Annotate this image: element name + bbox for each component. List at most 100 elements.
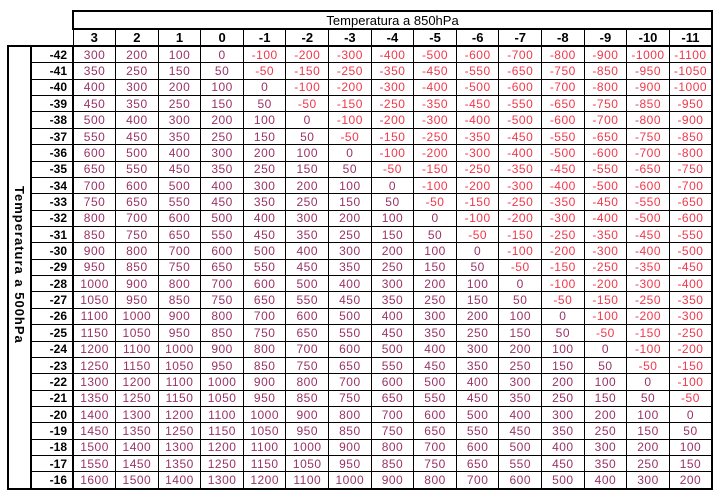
value-cell: 850	[157, 291, 202, 309]
table-row--27: -27 1050 950 850 750 650 550 450 350 250 150 50 -50-…	[8, 291, 714, 309]
value-cell: 150	[668, 455, 714, 473]
value-cell: 0	[200, 45, 244, 64]
value-cell: 150	[285, 160, 330, 178]
value-cell: -450	[668, 258, 714, 277]
value-cell: -850	[583, 62, 628, 80]
value-cell: 1000	[157, 340, 202, 358]
value-cell: -250	[370, 95, 415, 113]
value-cell: 1250	[157, 422, 202, 440]
value-cell: -50	[285, 95, 330, 113]
value-cell: 350	[455, 356, 500, 375]
value-cell: 300	[72, 45, 117, 64]
value-cell: 100	[413, 242, 457, 260]
value-cell: 450	[413, 356, 457, 375]
value-cell: -400	[413, 78, 457, 97]
value-cell: 250	[370, 258, 415, 277]
value-cell: 300	[541, 405, 585, 424]
value-cell: 450	[157, 160, 202, 178]
value-cell: 1050	[157, 356, 202, 375]
value-cell: 50	[200, 62, 244, 80]
value-cell: 800	[328, 405, 372, 424]
value-cell: 100	[498, 307, 543, 326]
value-cell: -600	[668, 209, 714, 228]
value-cell: 700	[285, 340, 330, 358]
value-cell: -300	[541, 209, 585, 228]
value-cell: 500	[413, 373, 457, 391]
value-cell: -300	[498, 176, 543, 195]
value-cell: 600	[455, 438, 500, 457]
value-cell: -700	[668, 176, 714, 195]
value-cell: 200	[285, 176, 330, 195]
value-cell: 0	[583, 340, 628, 358]
column-header--1: -1	[242, 28, 287, 47]
value-cell: -300	[583, 242, 628, 260]
value-cell: 850	[242, 356, 287, 375]
value-cell: -300	[455, 144, 500, 162]
value-cell: 1100	[242, 438, 287, 457]
value-cell: 0	[455, 242, 500, 260]
value-cell: 600	[157, 209, 202, 228]
value-cell: 1200	[72, 340, 117, 358]
row-header--33: -33	[30, 193, 74, 211]
value-cell: 650	[200, 258, 244, 277]
table-row--42: Temperatura a 500hPa -42 300 200 100 0 -100 -20…	[7, 45, 714, 490]
value-cell: -1000	[626, 45, 670, 64]
row-header--41: -41	[30, 62, 74, 80]
value-cell: 1350	[157, 455, 202, 473]
column-header--9: -9	[583, 28, 628, 47]
value-cell: 800	[200, 307, 244, 326]
value-cell: -450	[583, 193, 628, 211]
value-cell: 350	[157, 127, 202, 146]
value-cell: 200	[413, 275, 457, 293]
column-header-1: 1	[157, 28, 202, 47]
value-cell: 900	[200, 340, 244, 358]
value-cell: 1250	[115, 389, 159, 407]
value-cell: 900	[328, 438, 372, 457]
value-cell: 750	[285, 356, 330, 375]
value-cell: 350	[413, 324, 457, 342]
value-cell: 400	[157, 144, 202, 162]
value-cell: 500	[242, 242, 287, 260]
value-cell: -750	[583, 95, 628, 113]
value-cell: -250	[328, 62, 372, 80]
value-cell: -900	[583, 45, 628, 64]
value-cell: 600	[498, 471, 543, 491]
value-cell: -750	[668, 160, 714, 178]
row-header--20: -20	[30, 405, 74, 424]
value-cell: 200	[668, 471, 714, 491]
value-cell: 650	[242, 291, 287, 309]
corner-spacer	[8, 29, 73, 46]
table-row--24: -24 1200 1100 1000 900 800 700 600 500 400 300 200 1…	[8, 340, 714, 358]
value-cell: 200	[328, 209, 372, 228]
column-header--3: -3	[328, 28, 372, 47]
value-cell: 100	[455, 275, 500, 293]
value-cell: 750	[200, 291, 244, 309]
value-cell: 750	[242, 324, 287, 342]
value-cell: 1050	[200, 389, 244, 407]
value-cell: -50	[455, 225, 500, 244]
row-header--30: -30	[30, 242, 74, 260]
value-cell: 1050	[242, 422, 287, 440]
value-cell: -400	[541, 176, 585, 195]
value-cell: 750	[157, 258, 202, 277]
value-cell: 900	[370, 471, 415, 491]
value-cell: -50	[541, 291, 585, 309]
value-cell: -1000	[668, 78, 714, 97]
value-cell: 50	[583, 356, 628, 375]
value-cell: 650	[157, 225, 202, 244]
value-cell: 50	[370, 193, 415, 211]
value-cell: 400	[200, 176, 244, 195]
value-cell: 500	[370, 340, 415, 358]
value-cell: 500	[328, 307, 372, 326]
value-cell: -800	[626, 111, 670, 129]
value-cell: 900	[72, 242, 117, 260]
value-cell: -500	[668, 242, 714, 260]
value-cell: -200	[455, 176, 500, 195]
value-cell: 400	[413, 340, 457, 358]
value-cell: 0	[328, 144, 372, 162]
value-cell: 550	[72, 127, 117, 146]
value-cell: 300	[455, 340, 500, 358]
value-cell: -550	[583, 160, 628, 178]
value-cell: 700	[455, 471, 500, 491]
value-cell: 500	[285, 275, 330, 293]
